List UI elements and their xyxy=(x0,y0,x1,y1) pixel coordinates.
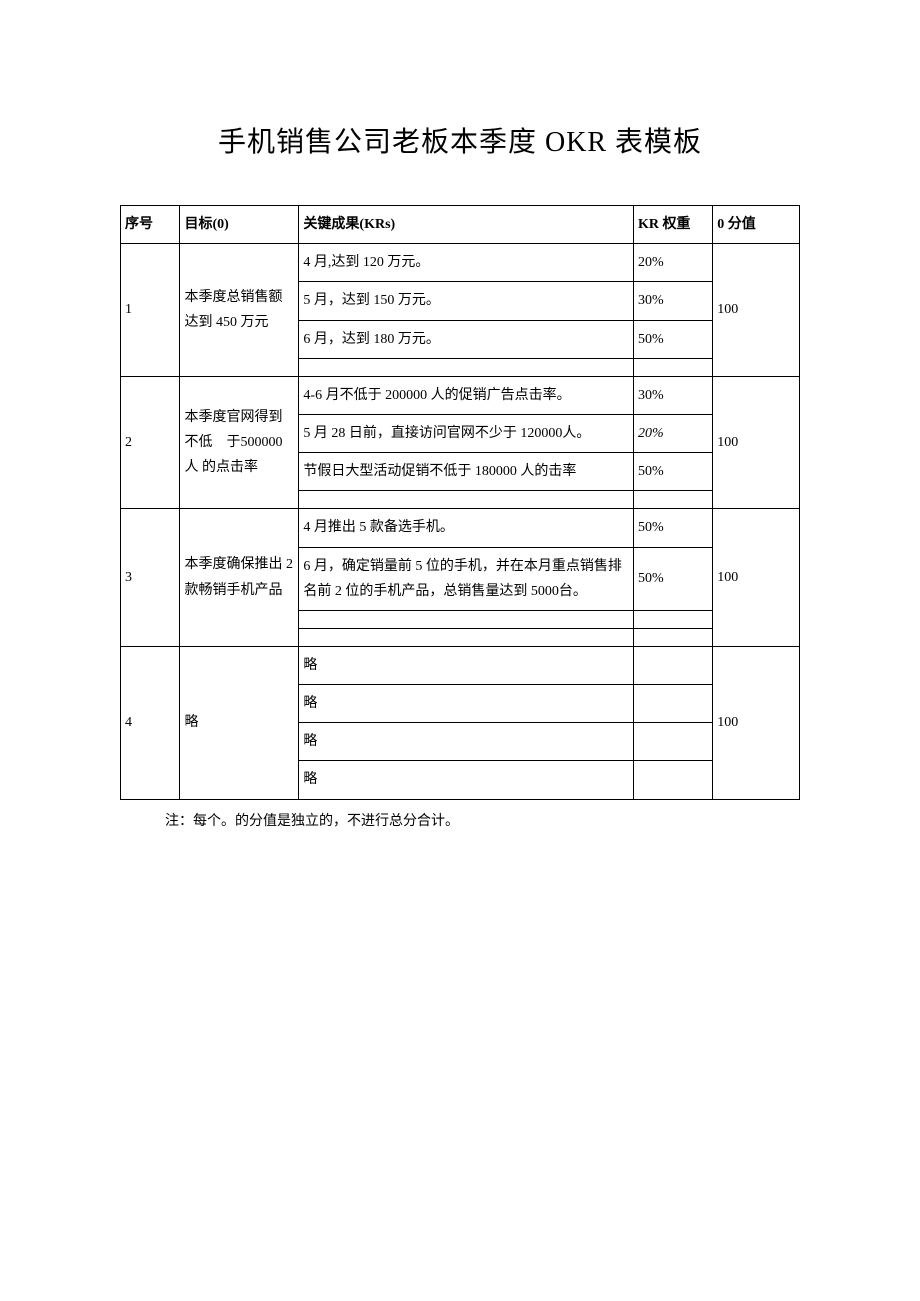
cell-objective: 本季度确保推出 2 款畅销手机产品 xyxy=(180,509,299,647)
cell-kr: 节假日大型活动促销不低于 180000 人的击率 xyxy=(299,453,634,491)
footnote: 注：每个。的分值是独立的，不进行总分合计。 xyxy=(120,810,800,830)
cell-kr: 5 月，达到 150 万元。 xyxy=(299,282,634,320)
okr-table: 序号 目标(0) 关键成果(KRs) KR 权重 0 分值 1 本季度总销售额达… xyxy=(120,205,800,800)
header-seq: 序号 xyxy=(121,206,180,244)
header-krs: 关键成果(KRs) xyxy=(299,206,634,244)
cell-weight: 30% xyxy=(633,282,712,320)
cell-score: 100 xyxy=(713,509,800,647)
cell-seq: 1 xyxy=(121,244,180,377)
cell-objective: 本季度官网得到不低 于500000 人 的点击率 xyxy=(180,376,299,509)
cell-seq: 3 xyxy=(121,509,180,647)
cell-seq: 2 xyxy=(121,376,180,509)
cell-kr: 6 月，确定销量前 5 位的手机，并在本月重点销售排名前 2 位的手机产品，总销… xyxy=(299,547,634,610)
page-title: 手机销售公司老板本季度 OKR 表模板 xyxy=(120,120,800,160)
cell-seq: 4 xyxy=(121,646,180,799)
cell-kr: 5 月 28 日前，直接访问官网不少于 120000人。 xyxy=(299,414,634,452)
table-row: 4 略 略 100 xyxy=(121,646,800,684)
cell-weight: 50% xyxy=(633,509,712,547)
cell-weight xyxy=(633,685,712,723)
cell-weight xyxy=(633,761,712,799)
cell-weight xyxy=(633,610,712,628)
cell-weight xyxy=(633,723,712,761)
cell-weight: 50% xyxy=(633,453,712,491)
table-row: 3 本季度确保推出 2 款畅销手机产品 4 月推出 5 款备选手机。 50% 1… xyxy=(121,509,800,547)
cell-objective: 略 xyxy=(180,646,299,799)
cell-weight: 50% xyxy=(633,547,712,610)
cell-kr: 6 月，达到 180 万元。 xyxy=(299,320,634,358)
cell-weight xyxy=(633,646,712,684)
cell-kr: 4 月,达到 120 万元。 xyxy=(299,244,634,282)
cell-weight: 30% xyxy=(633,376,712,414)
cell-kr xyxy=(299,628,634,646)
cell-kr: 略 xyxy=(299,761,634,799)
cell-kr xyxy=(299,610,634,628)
cell-weight: 20% xyxy=(633,414,712,452)
cell-weight xyxy=(633,491,712,509)
table-header-row: 序号 目标(0) 关键成果(KRs) KR 权重 0 分值 xyxy=(121,206,800,244)
table-row: 1 本季度总销售额达到 450 万元 4 月,达到 120 万元。 20% 10… xyxy=(121,244,800,282)
cell-score: 100 xyxy=(713,646,800,799)
cell-kr: 略 xyxy=(299,646,634,684)
cell-weight xyxy=(633,628,712,646)
cell-kr xyxy=(299,491,634,509)
cell-kr: 略 xyxy=(299,723,634,761)
cell-kr: 4-6 月不低于 200000 人的促销广告点击率。 xyxy=(299,376,634,414)
table-row: 2 本季度官网得到不低 于500000 人 的点击率 4-6 月不低于 2000… xyxy=(121,376,800,414)
cell-objective: 本季度总销售额达到 450 万元 xyxy=(180,244,299,377)
table-body: 1 本季度总销售额达到 450 万元 4 月,达到 120 万元。 20% 10… xyxy=(121,244,800,799)
header-score: 0 分值 xyxy=(713,206,800,244)
cell-weight xyxy=(633,358,712,376)
header-objective: 目标(0) xyxy=(180,206,299,244)
cell-weight: 50% xyxy=(633,320,712,358)
header-weight: KR 权重 xyxy=(633,206,712,244)
cell-kr xyxy=(299,358,634,376)
cell-kr: 略 xyxy=(299,685,634,723)
cell-score: 100 xyxy=(713,376,800,509)
cell-score: 100 xyxy=(713,244,800,377)
cell-kr: 4 月推出 5 款备选手机。 xyxy=(299,509,634,547)
cell-weight: 20% xyxy=(633,244,712,282)
